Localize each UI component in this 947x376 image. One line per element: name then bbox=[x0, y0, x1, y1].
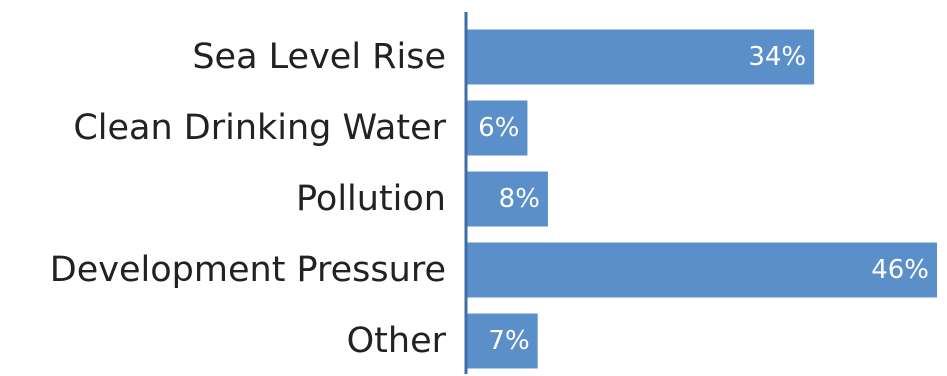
bar-other bbox=[466, 313, 538, 369]
category-label-development-pressure: Development Pressure bbox=[50, 250, 446, 290]
category-label-other: Other bbox=[347, 321, 447, 361]
bar-sea-level-rise bbox=[466, 29, 815, 85]
category-labels-group: Sea Level Rise Clean Drinking Water Pollut… bbox=[50, 37, 447, 361]
value-label-sea-level-rise: 34% bbox=[748, 42, 806, 72]
value-label-development-pressure: 46% bbox=[871, 255, 929, 285]
bars-group bbox=[466, 29, 937, 369]
value-label-pollution: 8% bbox=[499, 184, 540, 214]
category-label-clean-drinking-water: Clean Drinking Water bbox=[73, 108, 446, 148]
category-label-sea-level-rise: Sea Level Rise bbox=[192, 37, 446, 77]
bar-pollution bbox=[466, 171, 548, 227]
value-label-clean-drinking-water: 6% bbox=[478, 113, 519, 143]
bar-clean-drinking-water bbox=[466, 100, 528, 156]
category-label-pollution: Pollution bbox=[296, 179, 446, 219]
bar-development-pressure bbox=[466, 242, 937, 298]
value-label-other: 7% bbox=[488, 326, 529, 356]
value-labels-group: 34% 6% 8% 46% 7% bbox=[478, 42, 929, 356]
